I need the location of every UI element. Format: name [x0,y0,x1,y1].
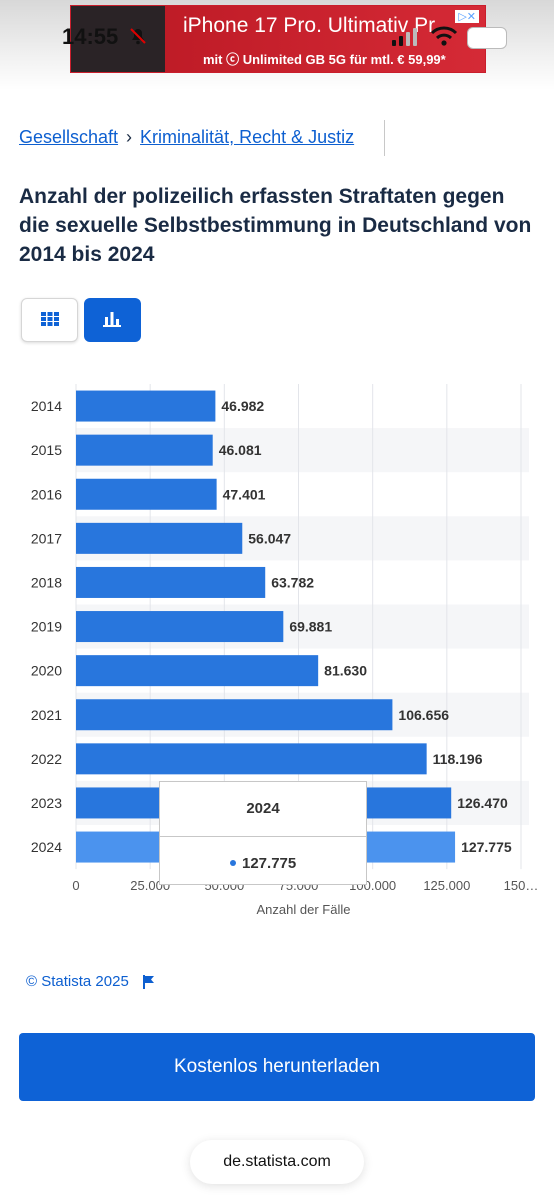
flag-icon[interactable] [143,975,155,989]
bar-2020 [76,655,319,687]
value-label-2015: 46.081 [219,442,262,458]
signal-icon [392,28,417,46]
ad-choices-icon[interactable]: ▷✕ [455,10,479,23]
grid-icon [41,312,59,326]
bar-2015 [76,434,213,466]
copyright-link[interactable]: © Statista 2025 [26,973,129,990]
ad-subtitle: mit ⓒ Unlimited GB 5G für mtl. € 59,99* [203,52,446,67]
tooltip-value: 127.775 [242,855,297,872]
value-label-2023: 126.470 [457,795,508,811]
page-title: Anzahl der polizeilich erfassten Strafta… [19,185,532,266]
breadcrumb: Gesellschaft › Kriminalität, Recht & Justi… [19,127,354,148]
breadcrumb-separator: › [126,127,133,147]
bar-2019 [76,611,284,643]
wifi-icon [430,26,458,46]
bar-2018 [76,566,266,598]
category-label-2021: 2021 [31,707,62,723]
category-label-2017: 2017 [31,530,62,546]
breadcrumb-divider [384,120,385,156]
x-tick-label: 125.000 [423,878,470,893]
value-label-2022: 118.196 [433,751,483,767]
url-bar[interactable]: de.statista.com [190,1140,364,1184]
value-label-2020: 81.630 [324,663,367,679]
value-label-2018: 63.782 [271,574,314,590]
bar-2022 [76,743,427,775]
value-label-2014: 46.982 [221,398,264,414]
chart-tooltip: 2024 127.775 [159,781,367,885]
bar-2016 [76,478,217,510]
value-label-2016: 47.401 [223,486,266,502]
tooltip-divider [160,836,366,837]
chart-area: 2014 46.982 2015 46.081 2016 47.401 2017 56.047… [0,370,554,930]
category-label-2018: 2018 [31,574,62,590]
category-label-2020: 2020 [31,663,62,679]
bar-2017 [76,522,243,554]
bell-off-icon [130,28,146,45]
breadcrumb-link-kriminalitaet[interactable]: Kriminalität, Recht & Justiz [140,127,355,147]
value-label-2017: 56.047 [248,530,291,546]
value-label-2024: 127.775 [461,839,512,855]
ad-title: iPhone 17 Pro. Ultimativ Pr [183,14,436,37]
category-label-2023: 2023 [31,795,62,811]
bar-chart: 2014 46.982 2015 46.081 2016 47.401 2017 56.047… [31,384,539,917]
x-axis-title: Anzahl der Fälle [257,902,351,917]
status-time: 14:55 [62,24,119,49]
table-view-button[interactable] [21,298,78,342]
value-label-2019: 69.881 [289,619,332,635]
category-label-2019: 2019 [31,619,62,635]
category-label-2016: 2016 [31,486,62,502]
x-tick-label: 150… [504,878,539,893]
category-label-2015: 2015 [31,442,62,458]
breadcrumb-link-gesellschaft[interactable]: Gesellschaft [19,127,119,147]
x-tick-label: 0 [72,878,79,893]
bar-2014 [76,390,216,422]
category-label-2024: 2024 [31,839,62,855]
value-label-2021: 106.656 [398,707,449,723]
battery-icon [467,27,507,49]
chart-view-button[interactable] [84,298,141,342]
ad-image [71,6,165,72]
tooltip-year: 2024 [246,800,280,817]
bar-2021 [76,699,393,731]
category-label-2022: 2022 [31,751,62,767]
tooltip-series-dot [230,860,236,866]
download-button[interactable]: Kostenlos herunterladen [19,1033,535,1101]
category-label-2014: 2014 [31,398,62,414]
bar-chart-icon [103,312,121,327]
